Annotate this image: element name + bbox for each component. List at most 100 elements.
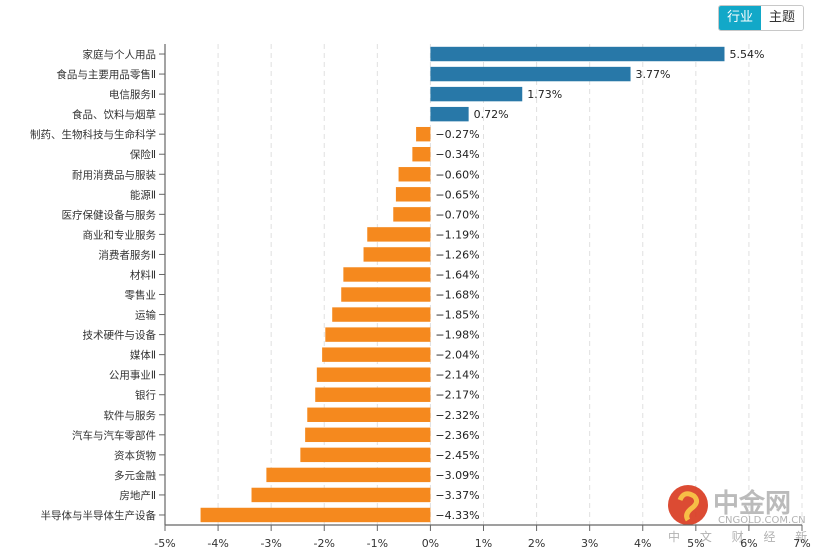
bar [398,167,431,182]
category-label: 资本货物 [114,449,156,462]
bar [343,267,431,282]
category-label: 保险Ⅱ [130,148,156,161]
bar [251,487,431,503]
x-tick-labels: -5% -4% -3% -2% -1% 0% 1% 2% 3% 4% 5% 6% 7% [154,537,810,550]
value-label: −3.09% [435,469,479,482]
value-label: −0.27% [435,128,479,141]
value-label: −0.34% [435,148,479,161]
watermark-logo-icon [668,485,708,525]
axes [159,44,803,531]
category-label: 家庭与个人用品 [83,48,157,61]
bar [307,407,431,422]
x-tick-label: 7% [793,537,810,550]
toggle-theme-button[interactable]: 主题 [761,6,804,30]
value-label: −2.36% [435,429,479,442]
view-toggle: 行业 主题 [718,5,805,31]
bar [300,447,431,463]
value-label: −0.60% [435,168,479,181]
value-label: −4.33% [435,509,479,522]
value-label: −3.37% [435,489,479,502]
bar [266,467,431,483]
category-label: 技术硬件与设备 [83,329,157,342]
value-label: −1.98% [435,329,479,342]
value-label: 3.77% [636,68,671,81]
watermark-slogan: 中 文 财 经 新 媒 体 [668,529,823,544]
category-label: 材料Ⅱ [130,268,156,281]
bar [367,227,431,242]
x-tick-label: -3% [260,537,281,550]
category-label: 食品、饮料与烟草 [72,108,156,121]
value-label: −2.04% [435,349,479,362]
value-label: −2.32% [435,409,479,422]
category-label: 食品与主要用品零售Ⅱ [56,68,156,81]
bar [315,387,431,402]
x-tick-label: 5% [687,537,704,550]
category-label: 公用事业Ⅱ [109,369,156,382]
bar [395,187,431,202]
x-tick-label: 0% [422,537,439,550]
category-label: 运输 [135,309,156,322]
watermark-name: 中金网 [713,488,791,519]
grid-lines [217,44,803,525]
bar [430,106,469,122]
bar [412,147,431,162]
x-tick-label: -5% [154,537,175,550]
value-label: −1.26% [435,248,479,261]
value-label: −0.65% [435,188,479,201]
x-tick-label: -2% [314,537,335,550]
category-label: 耐用消费品与服装 [72,168,156,181]
value-label: −1.68% [435,289,479,302]
value-label: −1.64% [435,268,479,281]
bar [393,207,431,222]
value-label: −0.70% [435,208,479,221]
bars [200,46,725,523]
bar [341,287,431,302]
category-label: 商业和专业服务 [83,228,157,241]
value-label: 1.73% [527,88,562,101]
value-labels: 5.54% 3.77% 1.73% 0.72% −0.27% −0.34% −0.60% −0… [435,48,764,522]
watermark-domain: CNGOLD.COM.CN [718,515,806,526]
category-label: 零售业 [125,289,157,302]
bar [363,247,431,262]
value-label: −2.17% [435,389,479,402]
value-label: −2.45% [435,449,479,462]
x-tick-label: -4% [207,537,228,550]
category-label: 电信服务Ⅱ [109,88,156,101]
category-label: 消费者服务Ⅱ [98,248,156,261]
category-label: 医疗保健设备与服务 [62,208,157,221]
value-label: 5.54% [729,48,764,61]
value-label: −1.85% [435,309,479,322]
bar [430,86,523,102]
bar [322,347,431,362]
bar [332,307,431,322]
x-tick-label: 2% [528,537,545,550]
category-label: 能源Ⅱ [130,188,156,201]
bar [416,126,431,142]
category-label: 房地产Ⅱ [119,489,156,502]
category-label: 媒体Ⅱ [130,349,156,362]
x-tick-label: 1% [475,537,492,550]
bar [305,427,431,443]
bar [430,46,725,62]
watermark: 中金网 CNGOLD.COM.CN 中 文 财 经 新 媒 体 [668,485,823,544]
bar [325,327,431,342]
value-label: −1.19% [435,228,479,241]
x-tick-label: 3% [581,537,598,550]
value-label: −2.14% [435,369,479,382]
bar [200,507,431,523]
bar [316,367,431,382]
category-label: 制药、生物科技与生命科学 [30,128,156,141]
category-label: 半导体与半导体生产设备 [41,509,157,522]
category-label: 软件与服务 [104,409,157,422]
x-tick-label: -1% [367,537,388,550]
toggle-industry-button[interactable]: 行业 [719,6,762,30]
category-label: 多元金融 [114,469,156,482]
value-label: 0.72% [474,108,509,121]
x-tick-label: 4% [634,537,651,550]
watermark-logo-swirl-icon [677,491,700,522]
bar [430,66,631,82]
category-label: 银行 [135,389,156,402]
category-label: 汽车与汽车零部件 [72,429,156,442]
